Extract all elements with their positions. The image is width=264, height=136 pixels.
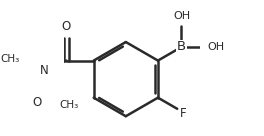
- Text: OH: OH: [173, 11, 190, 21]
- Text: O: O: [62, 20, 71, 33]
- Text: B: B: [177, 41, 186, 53]
- Text: CH₃: CH₃: [59, 100, 78, 110]
- Text: O: O: [32, 96, 41, 109]
- Text: N: N: [40, 64, 49, 77]
- Text: OH: OH: [208, 42, 225, 52]
- Text: CH₃: CH₃: [0, 54, 20, 64]
- Text: F: F: [180, 107, 186, 120]
